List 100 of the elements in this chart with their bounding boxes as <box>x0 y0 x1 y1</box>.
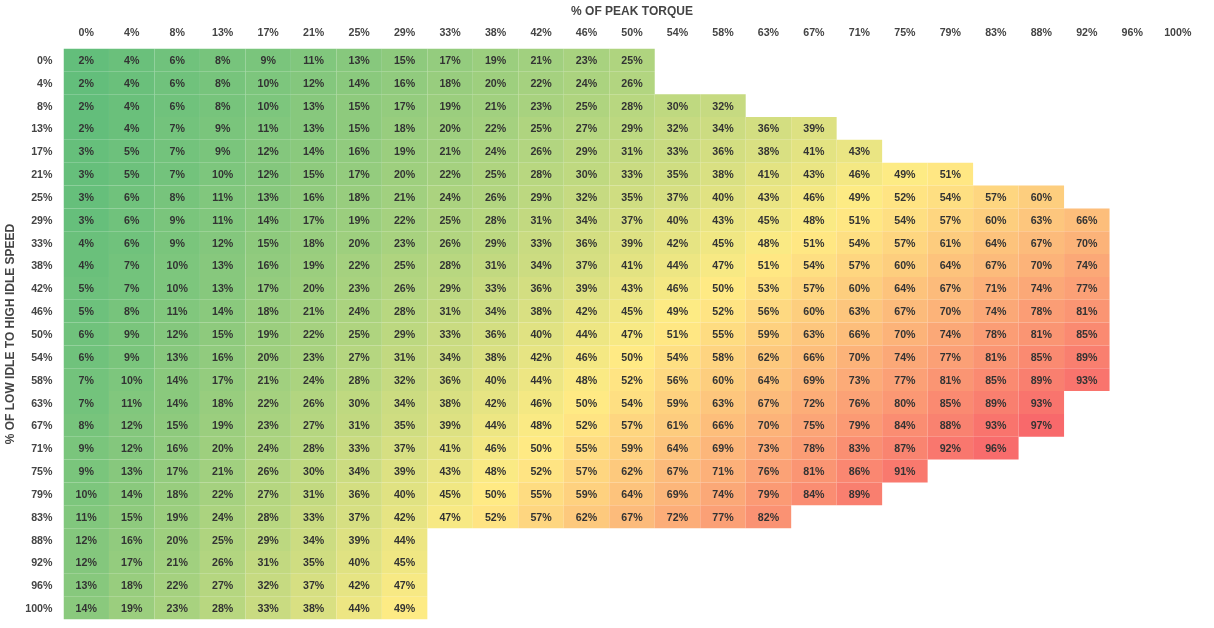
y-axis-title: % OF LOW IDLE TO HIGH IDLE SPEED <box>3 223 18 445</box>
data-label: 30% <box>575 168 598 181</box>
data-label: 7% <box>124 259 140 272</box>
data-label: 4% <box>124 122 140 135</box>
data-label: 60% <box>712 373 735 386</box>
data-label: 57% <box>803 282 826 295</box>
y-tick-label: 83% <box>31 510 54 523</box>
data-label: 26% <box>530 145 553 158</box>
data-label: 17% <box>439 53 462 66</box>
data-label: 81% <box>803 465 826 478</box>
data-label: 62% <box>757 350 780 363</box>
data-label: 59% <box>621 442 644 455</box>
data-label: 19% <box>212 419 234 432</box>
data-label: 12% <box>257 168 280 181</box>
data-label: 74% <box>985 305 1008 318</box>
data-label: 12% <box>121 442 143 455</box>
x-tick-label: 50% <box>621 25 644 38</box>
data-label: 38% <box>530 305 553 318</box>
data-label: 6% <box>169 76 186 89</box>
data-label: 66% <box>803 350 826 363</box>
data-label: 27% <box>348 350 371 363</box>
data-label: 22% <box>166 579 189 592</box>
data-label: 5% <box>78 305 95 318</box>
data-label: 85% <box>939 396 962 409</box>
data-label: 4% <box>124 99 140 112</box>
x-tick-label: 67% <box>803 25 826 38</box>
data-label: 52% <box>484 510 507 523</box>
data-label: 22% <box>302 328 325 340</box>
data-label: 57% <box>530 510 553 523</box>
data-label: 76% <box>848 396 871 409</box>
y-tick-label: 42% <box>31 282 54 295</box>
data-label: 88% <box>939 419 962 432</box>
data-label: 20% <box>348 236 371 249</box>
data-label: 9% <box>78 465 95 478</box>
data-label: 19% <box>393 145 416 158</box>
data-label: 26% <box>484 190 507 203</box>
data-label: 16% <box>257 259 280 272</box>
data-label: 10% <box>121 373 143 386</box>
data-label: 67% <box>666 465 689 478</box>
data-label: 20% <box>257 350 280 363</box>
data-label: 82% <box>757 510 780 523</box>
data-label: 71% <box>712 465 735 478</box>
y-tick-label: 21% <box>31 168 54 181</box>
data-label: 42% <box>348 579 371 592</box>
data-label: 19% <box>121 602 143 615</box>
data-label: 23% <box>530 99 553 112</box>
y-tick-label: 25% <box>31 190 54 203</box>
data-label: 38% <box>484 350 507 363</box>
data-label: 46% <box>575 350 598 363</box>
data-label: 18% <box>257 305 280 318</box>
data-label: 64% <box>939 259 962 272</box>
data-label: 33% <box>621 168 644 181</box>
data-label: 13% <box>302 122 325 135</box>
y-tick-label: 100% <box>25 602 54 615</box>
data-label: 20% <box>302 282 325 295</box>
data-label: 31% <box>439 305 462 318</box>
data-label: 43% <box>757 190 780 203</box>
data-label: 21% <box>439 145 462 158</box>
x-tick-label: 38% <box>484 25 507 38</box>
x-tick-label: 79% <box>939 25 962 38</box>
data-label: 74% <box>894 350 917 363</box>
data-label: 12% <box>212 236 234 249</box>
data-label: 12% <box>166 328 189 340</box>
data-label: 28% <box>348 373 371 386</box>
data-label: 8% <box>214 53 231 66</box>
data-label: 85% <box>985 373 1008 386</box>
y-tick-label: 8% <box>37 99 54 112</box>
data-label: 24% <box>439 190 462 203</box>
data-label: 39% <box>348 533 371 546</box>
data-label: 37% <box>302 579 325 592</box>
data-label: 76% <box>757 465 780 478</box>
x-tick-label: 88% <box>1030 25 1053 38</box>
data-label: 18% <box>212 396 234 409</box>
data-label: 48% <box>575 373 598 386</box>
data-label: 5% <box>78 282 95 295</box>
y-tick-label: 67% <box>31 419 54 432</box>
data-label: 34% <box>393 396 416 409</box>
data-label: 33% <box>484 282 507 295</box>
x-tick-label: 17% <box>257 25 280 38</box>
y-tick-label: 71% <box>31 442 54 455</box>
data-label: 50% <box>712 282 735 295</box>
data-label: 17% <box>302 213 325 226</box>
data-label: 31% <box>348 419 371 432</box>
data-label: 71% <box>985 282 1008 295</box>
data-label: 24% <box>348 305 371 318</box>
data-label: 13% <box>121 465 143 478</box>
data-label: 46% <box>530 396 553 409</box>
data-label: 67% <box>939 282 962 295</box>
data-label: 37% <box>666 190 689 203</box>
data-label: 44% <box>348 602 371 615</box>
data-label: 54% <box>848 236 871 249</box>
data-label: 44% <box>666 259 689 272</box>
data-label: 28% <box>530 168 553 181</box>
data-label: 44% <box>393 533 416 546</box>
data-label: 25% <box>439 213 462 226</box>
data-label: 10% <box>257 99 280 112</box>
data-label: 50% <box>621 350 644 363</box>
data-label: 28% <box>257 510 280 523</box>
data-label: 60% <box>848 282 871 295</box>
data-label: 54% <box>666 350 689 363</box>
